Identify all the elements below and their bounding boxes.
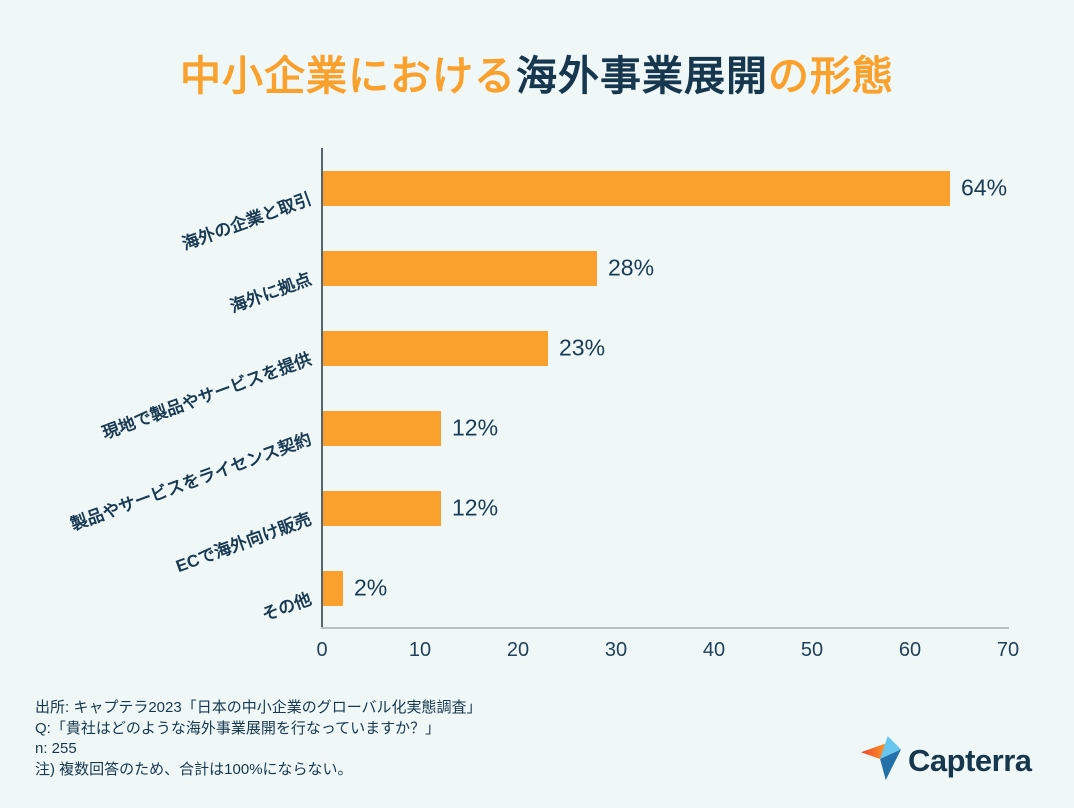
footnote-source: 出所: キャプテラ2023「日本の中小企業のグローバル化実態調査」: [35, 699, 482, 716]
footnote-sample-size: n: 255: [35, 740, 77, 757]
bar: [323, 250, 597, 286]
bar-value-label: 2%: [354, 574, 388, 601]
footnote-note: 注) 複数回答のため、合計は100%にならない。: [35, 760, 353, 778]
x-tick-label: 10: [408, 639, 432, 661]
x-tick-label: 50: [800, 639, 824, 661]
capterra-logo: Capterra: [860, 734, 1032, 787]
footnotes: 出所: キャプテラ2023「日本の中小企業のグローバル化実態調査」 Q:「貴社は…: [35, 698, 482, 780]
footnote-question: Q:「貴社はどのような海外事業展開を行なっていますか？」: [35, 719, 441, 737]
bar-value-label: 28%: [608, 254, 655, 281]
bar-value-label: 23%: [559, 334, 606, 361]
page-title: 中小企業における海外事業展開の形態: [0, 42, 1074, 102]
capterra-arrow-icon: [860, 734, 902, 787]
y-axis-line: [321, 148, 323, 628]
capterra-logo-text: Capterra: [908, 742, 1032, 778]
page-title-segment: の形態: [768, 53, 894, 99]
bar: [323, 570, 343, 606]
x-tick-label: 70: [996, 639, 1020, 661]
x-axis-line: [321, 627, 1009, 629]
x-tick-label: 30: [604, 639, 628, 661]
bar-value-label: 12%: [452, 414, 499, 441]
bar: [323, 410, 441, 446]
x-tick-label: 20: [506, 639, 530, 661]
bar: [323, 170, 950, 206]
x-tick-label: 0: [316, 639, 328, 661]
page-title-segment: 中小企業における: [180, 53, 516, 99]
x-tick-label: 60: [898, 639, 922, 661]
page-title-segment: 海外事業展開: [516, 53, 768, 99]
bar: [323, 330, 548, 366]
bar-value-label: 12%: [452, 494, 499, 521]
bar: [323, 490, 441, 526]
bar-value-label: 64%: [961, 174, 1008, 201]
x-tick-label: 40: [702, 639, 726, 661]
